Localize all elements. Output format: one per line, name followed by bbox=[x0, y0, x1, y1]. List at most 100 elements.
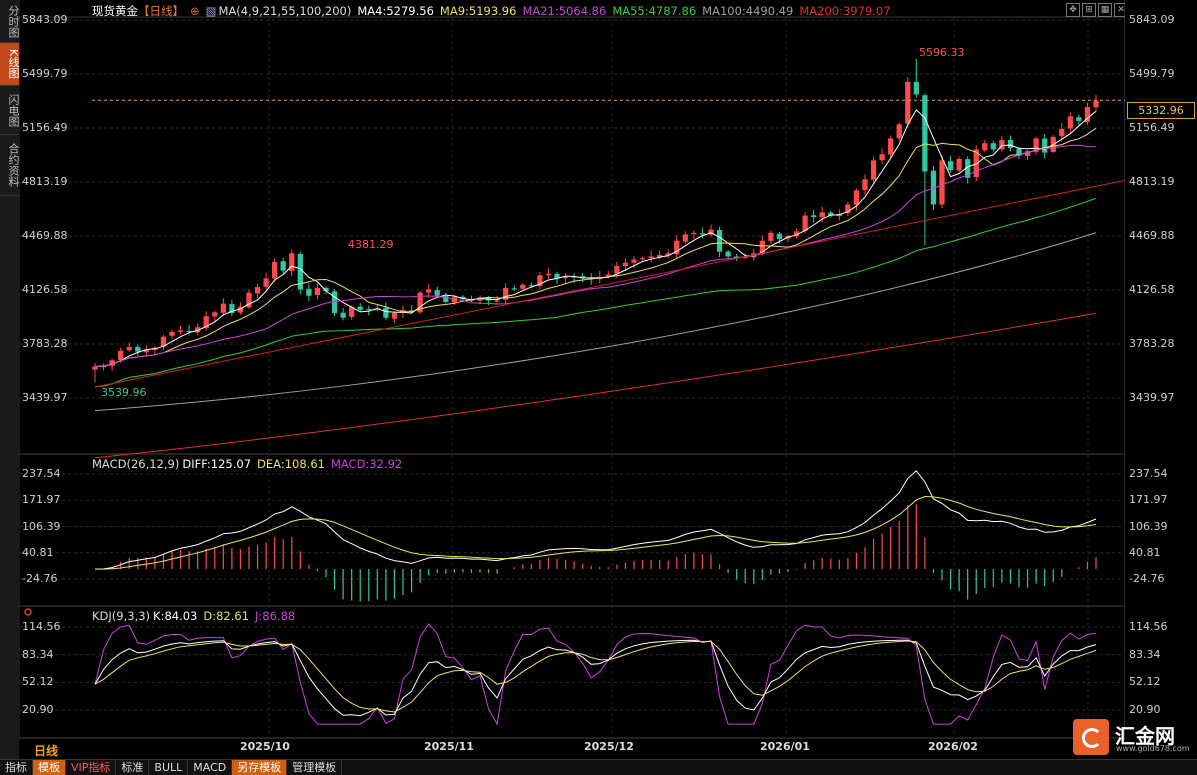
price-tick-label-left: 3783.28 bbox=[22, 336, 68, 350]
candle-body bbox=[639, 258, 646, 260]
standard-button[interactable]: 标准 bbox=[116, 760, 150, 775]
candle-body bbox=[905, 81, 911, 124]
candle-body bbox=[828, 212, 834, 216]
ma200-line bbox=[94, 312, 1097, 459]
kdj-tick-label-left: 20.90 bbox=[22, 703, 54, 716]
period-name: 【日线】 bbox=[138, 4, 184, 18]
zoom-icon[interactable]: ⊞ bbox=[1082, 3, 1096, 17]
candle-body bbox=[443, 296, 449, 303]
move-icon[interactable]: ✥ bbox=[1066, 3, 1080, 17]
candle-body bbox=[896, 124, 902, 139]
add-icon[interactable]: ⊕ bbox=[190, 4, 200, 18]
candle-body bbox=[331, 291, 338, 314]
candle-body bbox=[691, 232, 697, 235]
candle-body bbox=[503, 287, 509, 300]
kdj-header: KDJ(9,3,3) K:84.03 D:82.61 J:86.88 bbox=[92, 609, 301, 623]
tab-flash[interactable]: 闪电图 bbox=[0, 86, 20, 135]
candle-body bbox=[314, 287, 321, 296]
vip-indicator-button[interactable]: VIP指标 bbox=[66, 760, 117, 775]
candle-body bbox=[186, 330, 192, 332]
candle-body bbox=[135, 346, 141, 352]
ma200-value: MA200:3979.07 bbox=[799, 4, 891, 18]
chart-toolbar: ✥ ⊞ ▦ ✕ bbox=[1064, 2, 1128, 17]
macd-tick-label-left: -24.76 bbox=[22, 572, 58, 585]
price-tick-label-left: 5843.09 bbox=[22, 13, 68, 26]
candle-body bbox=[203, 316, 209, 328]
price-tick-label: 4813.19 bbox=[1129, 174, 1175, 188]
candle-body bbox=[1067, 116, 1073, 129]
manage-template-button[interactable]: 管理模板 bbox=[287, 760, 343, 775]
tab-kline[interactable]: K线图 bbox=[0, 43, 20, 86]
candle-body bbox=[982, 143, 988, 151]
macd-tick-label-left: 171.97 bbox=[22, 493, 61, 507]
macd-button[interactable]: MACD bbox=[188, 760, 233, 775]
ma21-line bbox=[94, 144, 1097, 367]
kdj-tick-label: 114.56 bbox=[1129, 620, 1168, 633]
candle-body bbox=[913, 81, 919, 95]
candle-body bbox=[537, 275, 543, 287]
macd-tick-label-left: 237.54 bbox=[22, 467, 61, 480]
price-tick-label-left: 5499.79 bbox=[22, 66, 68, 80]
price-tick-label-left: 5156.49 bbox=[22, 120, 68, 134]
candle-body bbox=[605, 274, 611, 277]
candle-body bbox=[520, 284, 526, 289]
macd-params: MACD(26,12,9) bbox=[92, 457, 180, 471]
price-tick-label: 3783.28 bbox=[1129, 336, 1175, 350]
template-button[interactable]: 模板 bbox=[33, 760, 66, 775]
candle-body bbox=[109, 360, 115, 366]
candle-body bbox=[357, 306, 363, 310]
candle-body bbox=[922, 95, 928, 172]
candle-body bbox=[562, 276, 569, 279]
kdj-tick-label-left: 83.34 bbox=[22, 647, 54, 661]
tab-contract-info[interactable]: 合约资料 bbox=[0, 135, 20, 196]
price-tick-label-left: 4126.58 bbox=[22, 282, 68, 296]
candle-body bbox=[888, 138, 894, 155]
price-tick-label-left: 4813.19 bbox=[22, 174, 68, 188]
candle-body bbox=[340, 312, 346, 318]
candle-body bbox=[229, 304, 235, 314]
candle-body bbox=[879, 154, 885, 161]
candle-body bbox=[417, 292, 423, 313]
settings-icon[interactable]: ▦ bbox=[1098, 3, 1112, 17]
candle-body bbox=[665, 253, 671, 256]
ma-config-icon[interactable]: ▧ bbox=[205, 4, 217, 18]
candle-body bbox=[614, 265, 620, 274]
kdj-params: KDJ(9,3,3) bbox=[92, 609, 151, 623]
indicator-button[interactable]: 指标 bbox=[0, 760, 33, 775]
candle-body bbox=[939, 160, 945, 205]
candle-body bbox=[391, 313, 398, 319]
candle-body bbox=[1059, 129, 1065, 137]
save-template-button[interactable]: 另存模板 bbox=[232, 760, 288, 775]
candle-body bbox=[323, 287, 329, 292]
candle-body bbox=[366, 308, 372, 310]
price-tick-label: 5843.09 bbox=[1129, 13, 1175, 26]
candle-body bbox=[930, 170, 937, 205]
candle-body bbox=[622, 262, 629, 267]
candle-body bbox=[793, 231, 800, 237]
logo-url: www.gold678.com bbox=[1116, 744, 1190, 753]
candle-body bbox=[169, 331, 175, 336]
macd-dea: DEA:108.61 bbox=[257, 457, 325, 471]
candle-body bbox=[571, 276, 577, 278]
annotation-low: 3539.96 bbox=[101, 386, 147, 399]
candle-body bbox=[853, 190, 860, 205]
candle-body bbox=[699, 233, 706, 235]
candle-body bbox=[212, 312, 218, 317]
candle-body bbox=[674, 240, 680, 255]
candle-body bbox=[280, 261, 286, 271]
tab-timeshare[interactable]: 分时图 bbox=[0, 0, 20, 43]
bull-button[interactable]: BULL bbox=[149, 760, 189, 775]
candle-body bbox=[528, 285, 534, 287]
candle-body bbox=[631, 259, 637, 263]
ma4-line bbox=[94, 108, 1097, 367]
symbol-name: 现货黄金 bbox=[92, 4, 138, 18]
ma4-value: MA4:5279.56 bbox=[357, 4, 434, 18]
candle-body bbox=[195, 327, 201, 333]
period-selector[interactable]: 日线 bbox=[34, 744, 59, 758]
candle-body bbox=[92, 366, 98, 370]
macd-tick-label: 237.54 bbox=[1129, 467, 1168, 480]
candle-body bbox=[1024, 151, 1031, 156]
candle-body bbox=[237, 306, 244, 313]
candle-body bbox=[819, 212, 825, 218]
